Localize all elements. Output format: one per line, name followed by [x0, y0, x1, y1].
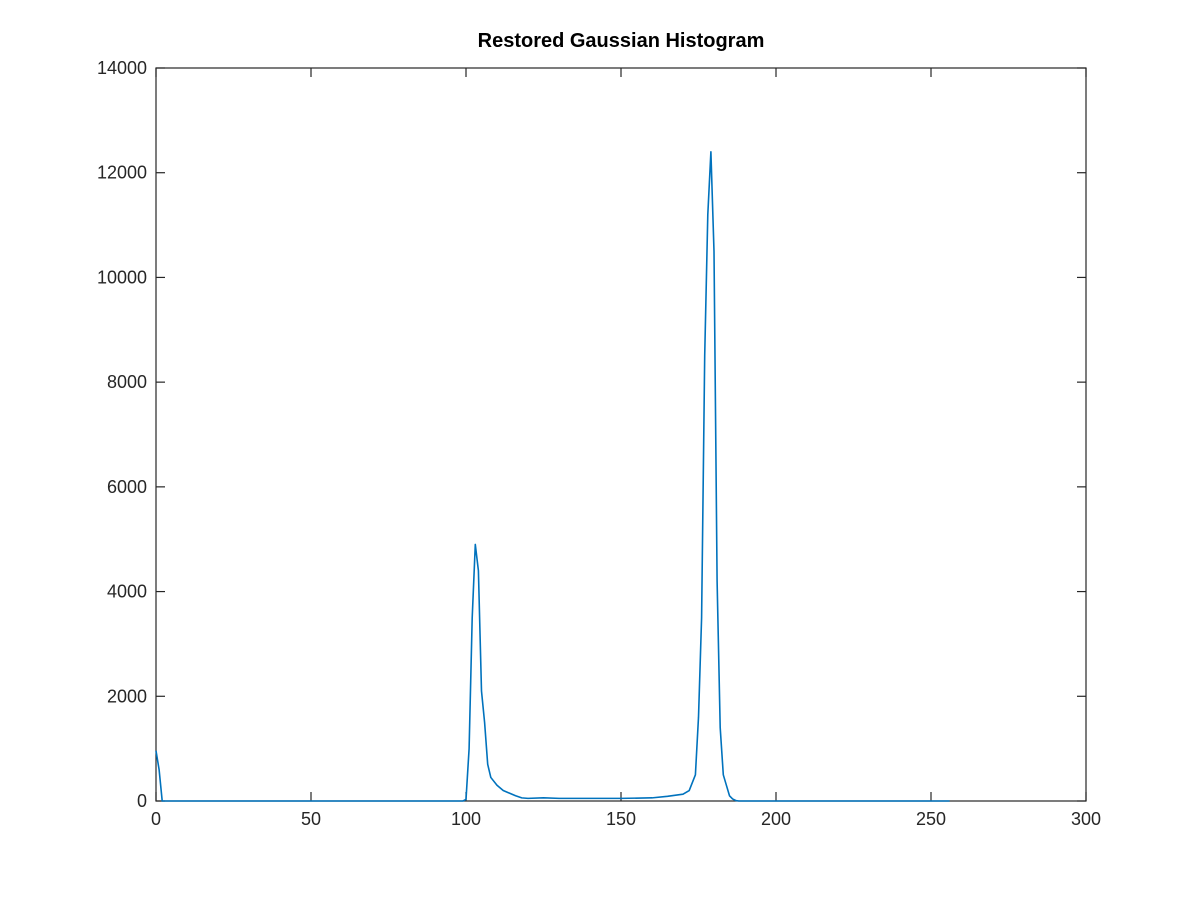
series-layer [155, 150, 950, 802]
y-tick-label: 12000 [97, 163, 147, 183]
ticks-layer: 0 50 100 150 200 250 300 0 2000 4000 6000 8000 10000… [97, 58, 1101, 829]
x-tick-label: 300 [1071, 809, 1101, 829]
x-tick-label: 200 [761, 809, 791, 829]
y-tick-label: 6000 [107, 477, 147, 497]
x-tick-label: 150 [606, 809, 636, 829]
axes-frame [155, 67, 1087, 802]
chart-title: Restored Gaussian Histogram [478, 30, 765, 52]
x-tick-label: 100 [451, 809, 481, 829]
y-tick-label: 14000 [97, 58, 147, 78]
y-tick-label: 0 [137, 791, 147, 811]
y-tick-label: 4000 [107, 582, 147, 602]
x-tick-label: 50 [301, 809, 321, 829]
y-tick-label: 8000 [107, 372, 147, 392]
x-tick-label: 250 [916, 809, 946, 829]
x-tick-label: 0 [151, 809, 161, 829]
series-line-0 [155, 150, 950, 802]
y-tick-label: 2000 [107, 686, 147, 706]
y-tick-label: 10000 [97, 267, 147, 287]
